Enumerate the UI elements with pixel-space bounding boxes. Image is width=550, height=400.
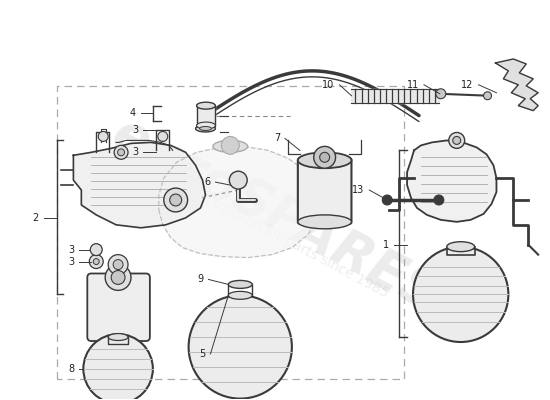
Circle shape <box>189 295 292 399</box>
Circle shape <box>453 136 461 144</box>
Ellipse shape <box>228 291 252 299</box>
Circle shape <box>170 194 182 206</box>
Circle shape <box>314 146 336 168</box>
Circle shape <box>113 260 123 270</box>
Circle shape <box>111 270 125 284</box>
Circle shape <box>449 132 465 148</box>
Polygon shape <box>496 59 538 111</box>
Text: 13: 13 <box>352 185 364 195</box>
Polygon shape <box>73 142 206 228</box>
Circle shape <box>436 89 446 99</box>
Ellipse shape <box>228 280 252 288</box>
Ellipse shape <box>108 334 128 340</box>
Text: 12: 12 <box>461 80 474 90</box>
Circle shape <box>164 188 188 212</box>
Circle shape <box>89 255 103 268</box>
Text: 10: 10 <box>322 80 334 90</box>
Ellipse shape <box>196 122 216 129</box>
Ellipse shape <box>213 140 248 152</box>
Circle shape <box>105 264 131 290</box>
Circle shape <box>158 132 168 142</box>
Text: 2: 2 <box>32 213 38 223</box>
Circle shape <box>114 145 128 159</box>
Polygon shape <box>407 140 497 222</box>
Circle shape <box>382 195 392 205</box>
Circle shape <box>221 136 239 154</box>
Text: 3: 3 <box>132 147 138 157</box>
Circle shape <box>118 149 124 156</box>
Circle shape <box>413 247 508 342</box>
Circle shape <box>483 92 492 100</box>
Circle shape <box>320 152 329 162</box>
Text: 3: 3 <box>68 256 74 266</box>
Ellipse shape <box>298 215 351 229</box>
FancyBboxPatch shape <box>87 274 150 341</box>
Circle shape <box>98 132 108 142</box>
Ellipse shape <box>447 242 475 252</box>
Polygon shape <box>159 146 320 258</box>
Circle shape <box>108 255 128 274</box>
Circle shape <box>94 258 99 264</box>
Circle shape <box>84 334 153 400</box>
FancyBboxPatch shape <box>298 158 351 224</box>
Text: 3: 3 <box>132 126 138 136</box>
Text: 4: 4 <box>130 108 136 118</box>
Circle shape <box>90 244 102 256</box>
Text: a passion for parts since 1985: a passion for parts since 1985 <box>199 189 390 300</box>
Text: euroSPARES: euroSPARES <box>103 107 447 323</box>
Circle shape <box>434 195 444 205</box>
Ellipse shape <box>196 125 216 132</box>
Text: 9: 9 <box>197 274 204 284</box>
Ellipse shape <box>298 152 351 168</box>
Circle shape <box>229 171 247 189</box>
Text: 6: 6 <box>205 177 211 187</box>
Polygon shape <box>196 106 216 126</box>
Text: 7: 7 <box>274 134 280 144</box>
Ellipse shape <box>200 126 211 130</box>
Text: 11: 11 <box>407 80 419 90</box>
Text: 1: 1 <box>383 240 389 250</box>
Text: 5: 5 <box>199 349 206 359</box>
Text: 8: 8 <box>68 364 74 374</box>
Text: 3: 3 <box>68 245 74 255</box>
Ellipse shape <box>196 102 216 109</box>
